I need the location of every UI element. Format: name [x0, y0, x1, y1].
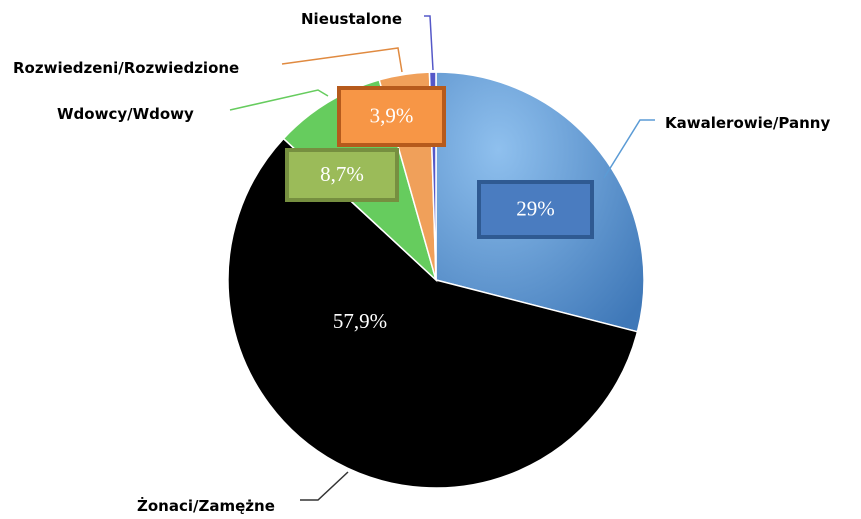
value-label-box [283, 290, 437, 354]
leader-line [229, 89, 329, 111]
category-label: Nieustalone [301, 10, 402, 28]
labels: 29% 57,9% 8,7% 3,9% Kawalerowie/Panny Żonaci/… [13, 10, 830, 515]
value-label: 8,7% [320, 162, 364, 186]
value-label: 29% [516, 196, 555, 220]
value-label-box [285, 148, 399, 202]
value-label: 3,9% [370, 103, 414, 127]
leader-line [603, 119, 655, 179]
leader-lines [229, 15, 655, 501]
value-label: 57,9% [333, 309, 387, 333]
category-label: Wdowcy/Wdowy [57, 105, 194, 123]
category-label: Żonaci/Zamężne [137, 496, 275, 515]
category-label: Kawalerowie/Panny [665, 114, 830, 132]
leader-line [281, 47, 403, 73]
leader-line [424, 15, 434, 71]
value-label-box [477, 180, 594, 239]
value-label-box [337, 86, 446, 147]
category-label: Rozwiedzeni/Rozwiedzione [13, 59, 239, 77]
leader-line [300, 471, 349, 501]
